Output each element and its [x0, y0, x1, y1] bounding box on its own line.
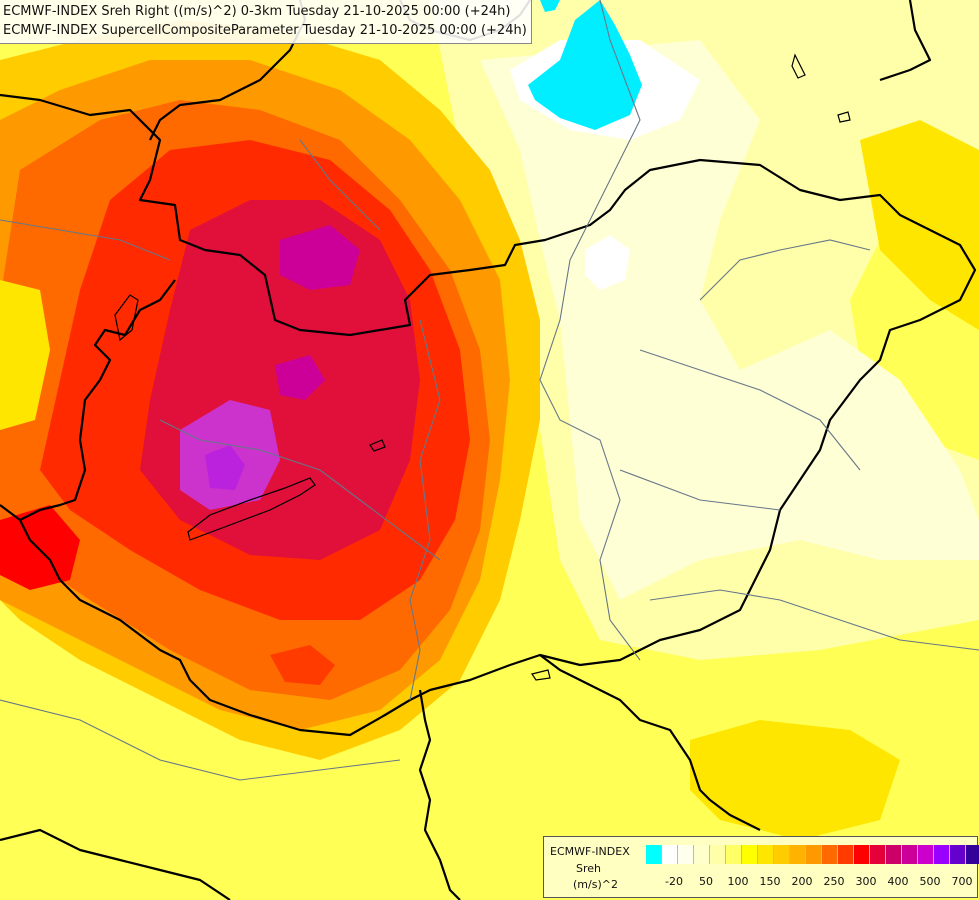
- field-orange-se: [690, 720, 900, 840]
- legend-swatch: [934, 845, 950, 864]
- title-line-2: ECMWF-INDEX SupercellCompositeParameter …: [3, 23, 527, 38]
- field-magenta: [280, 225, 360, 290]
- rivers: [0, 0, 979, 781]
- field-violet-core: [205, 445, 245, 490]
- legend-swatch: [822, 845, 838, 864]
- legend-unit-label: (m/s)^2: [573, 878, 618, 891]
- field-yellow-west: [0, 280, 50, 430]
- legend-swatch: [662, 845, 678, 864]
- legend-swatch: [950, 845, 966, 864]
- map-title-box: ECMWF-INDEX Sreh Right ((m/s)^2) 0-3km T…: [0, 0, 532, 44]
- legend-tick-label: 150: [759, 875, 781, 888]
- legend-swatch: [694, 845, 710, 864]
- legend-tick-label: 700: [951, 875, 973, 888]
- field-red-west: [0, 505, 80, 590]
- field-cyan-top: [540, 0, 560, 12]
- field-cyan-north: [528, 0, 642, 130]
- legend-swatch: [710, 845, 726, 864]
- legend-swatch: [774, 845, 790, 864]
- color-legend: ECMWF-INDEX Sreh (m/s)^2 -20 50 100 150 200 2…: [543, 836, 979, 898]
- legend-swatch: [678, 845, 694, 864]
- legend-swatch: [790, 845, 806, 864]
- legend-swatch: [870, 845, 886, 864]
- title-line-1: ECMWF-INDEX Sreh Right ((m/s)^2) 0-3km T…: [3, 4, 511, 19]
- legend-tick-label: 200: [791, 875, 813, 888]
- legend-swatch: [758, 845, 774, 864]
- legend-swatch: [854, 845, 870, 864]
- field-white-mid: [585, 235, 630, 290]
- legend-swatch: [806, 845, 822, 864]
- legend-tick-label: 250: [823, 875, 845, 888]
- legend-tick-label: 50: [699, 875, 713, 888]
- legend-swatches: [646, 845, 979, 864]
- legend-swatch: [966, 845, 979, 864]
- legend-swatch: [646, 845, 662, 864]
- legend-model-label: ECMWF-INDEX: [550, 845, 630, 858]
- legend-tick-label: -20: [665, 875, 683, 888]
- legend-swatch: [742, 845, 758, 864]
- legend-swatch: [902, 845, 918, 864]
- field-palest-east: [480, 40, 979, 600]
- legend-swatch: [726, 845, 742, 864]
- legend-swatch: [886, 845, 902, 864]
- field-magenta-2: [275, 355, 325, 400]
- legend-ticks: -20 50 100 150 200 250 300 400 500 700: [646, 875, 974, 891]
- legend-tick-label: 400: [887, 875, 909, 888]
- legend-tick-label: 300: [855, 875, 877, 888]
- legend-swatch: [838, 845, 854, 864]
- legend-variable-label: Sreh: [576, 862, 602, 875]
- lakes: [114, 53, 851, 681]
- legend-swatch: [918, 845, 934, 864]
- legend-tick-label: 100: [727, 875, 749, 888]
- field-red-south: [270, 645, 335, 685]
- legend-tick-label: 500: [919, 875, 941, 888]
